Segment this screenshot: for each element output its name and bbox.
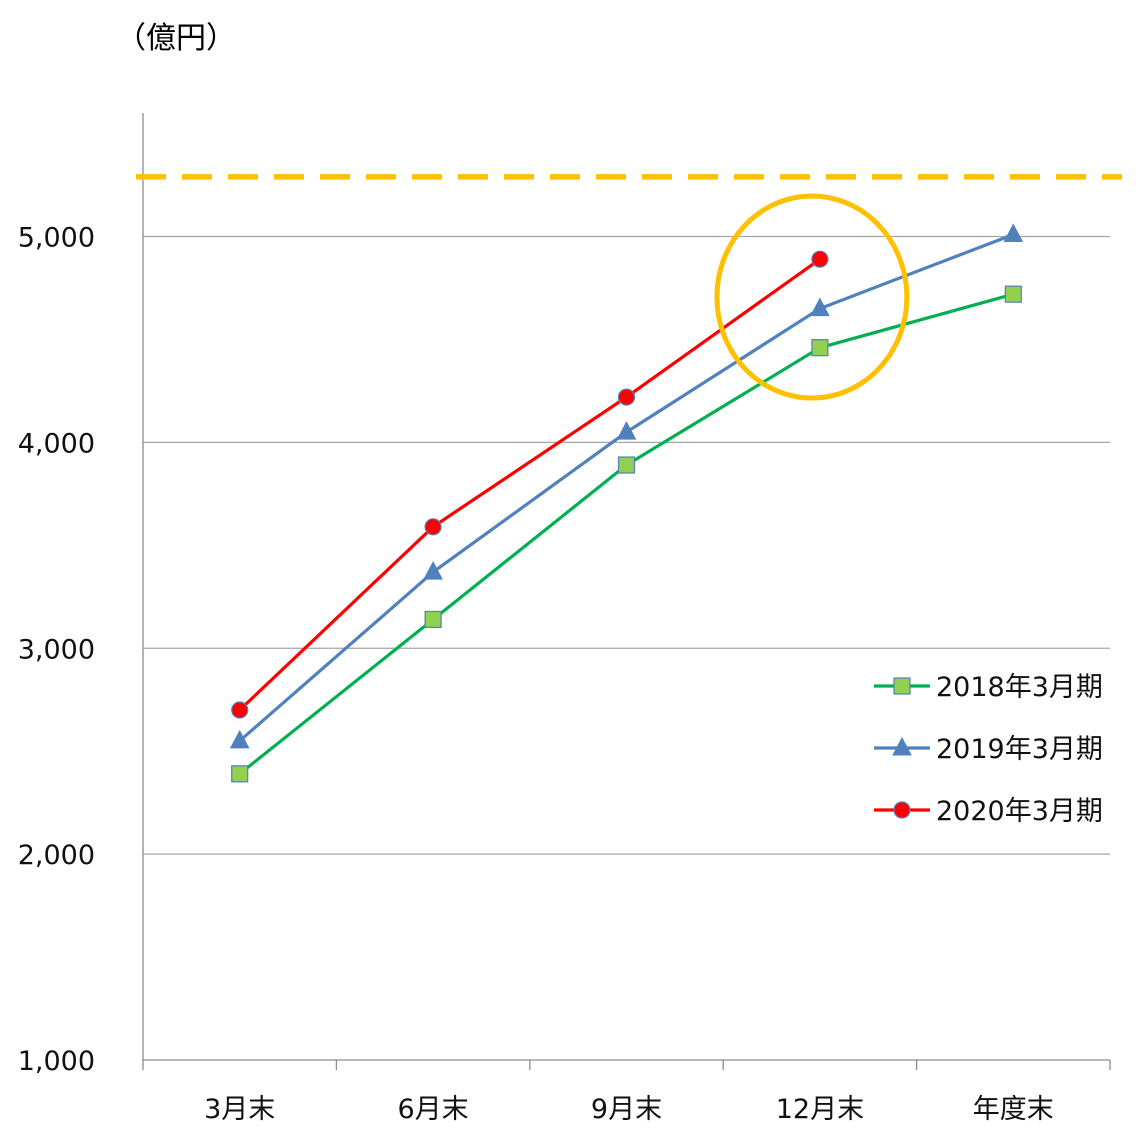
unit-label: （億円） bbox=[116, 21, 236, 56]
x-tick-label: 6月末 bbox=[398, 1094, 469, 1125]
series-line-1 bbox=[238, 292, 1014, 776]
data-point bbox=[811, 250, 829, 268]
data-point bbox=[424, 518, 442, 536]
x-tick-label: 12月末 bbox=[776, 1094, 864, 1125]
series-line-2 bbox=[238, 232, 1014, 743]
legend-marker bbox=[893, 801, 911, 819]
axes: 1,000 2,000 3,000 4,000 5,000 3月末 6月末 9月末 12月末 年度… bbox=[18, 113, 1111, 1125]
y-tick-label: 1,000 bbox=[18, 1046, 95, 1077]
y-tick-label: 3,000 bbox=[18, 634, 95, 665]
data-point bbox=[811, 339, 829, 357]
y-tick-label: 2,000 bbox=[18, 840, 95, 871]
x-tick-label: 年度末 bbox=[973, 1094, 1054, 1125]
data-point bbox=[229, 729, 250, 749]
data-point bbox=[1004, 285, 1022, 303]
legend-marker bbox=[893, 677, 911, 695]
x-tick-label: 3月末 bbox=[204, 1094, 275, 1125]
y-tick-label: 4,000 bbox=[18, 428, 95, 459]
data-point bbox=[423, 561, 443, 580]
x-tick-label: 9月末 bbox=[591, 1094, 662, 1125]
legend: 2018年3月期 2019年3月期 2020年3月期 bbox=[874, 672, 1103, 827]
y-tick-label: 5,000 bbox=[18, 223, 95, 254]
legend-label: 2018年3月期 bbox=[936, 672, 1103, 703]
data-series bbox=[229, 223, 1024, 783]
series-line-3 bbox=[238, 257, 821, 712]
data-point bbox=[617, 456, 636, 474]
data-point bbox=[616, 421, 637, 440]
legend-label: 2020年3月期 bbox=[936, 796, 1103, 827]
data-point bbox=[424, 610, 442, 629]
highlight-circle bbox=[714, 193, 910, 401]
data-point bbox=[231, 765, 249, 783]
legend-marker bbox=[892, 736, 912, 756]
data-point bbox=[617, 388, 636, 406]
legend-label: 2019年3月期 bbox=[936, 734, 1103, 765]
highlight-ring bbox=[714, 193, 910, 401]
data-point bbox=[810, 297, 830, 317]
data-point bbox=[1003, 223, 1024, 242]
data-point bbox=[231, 701, 249, 719]
